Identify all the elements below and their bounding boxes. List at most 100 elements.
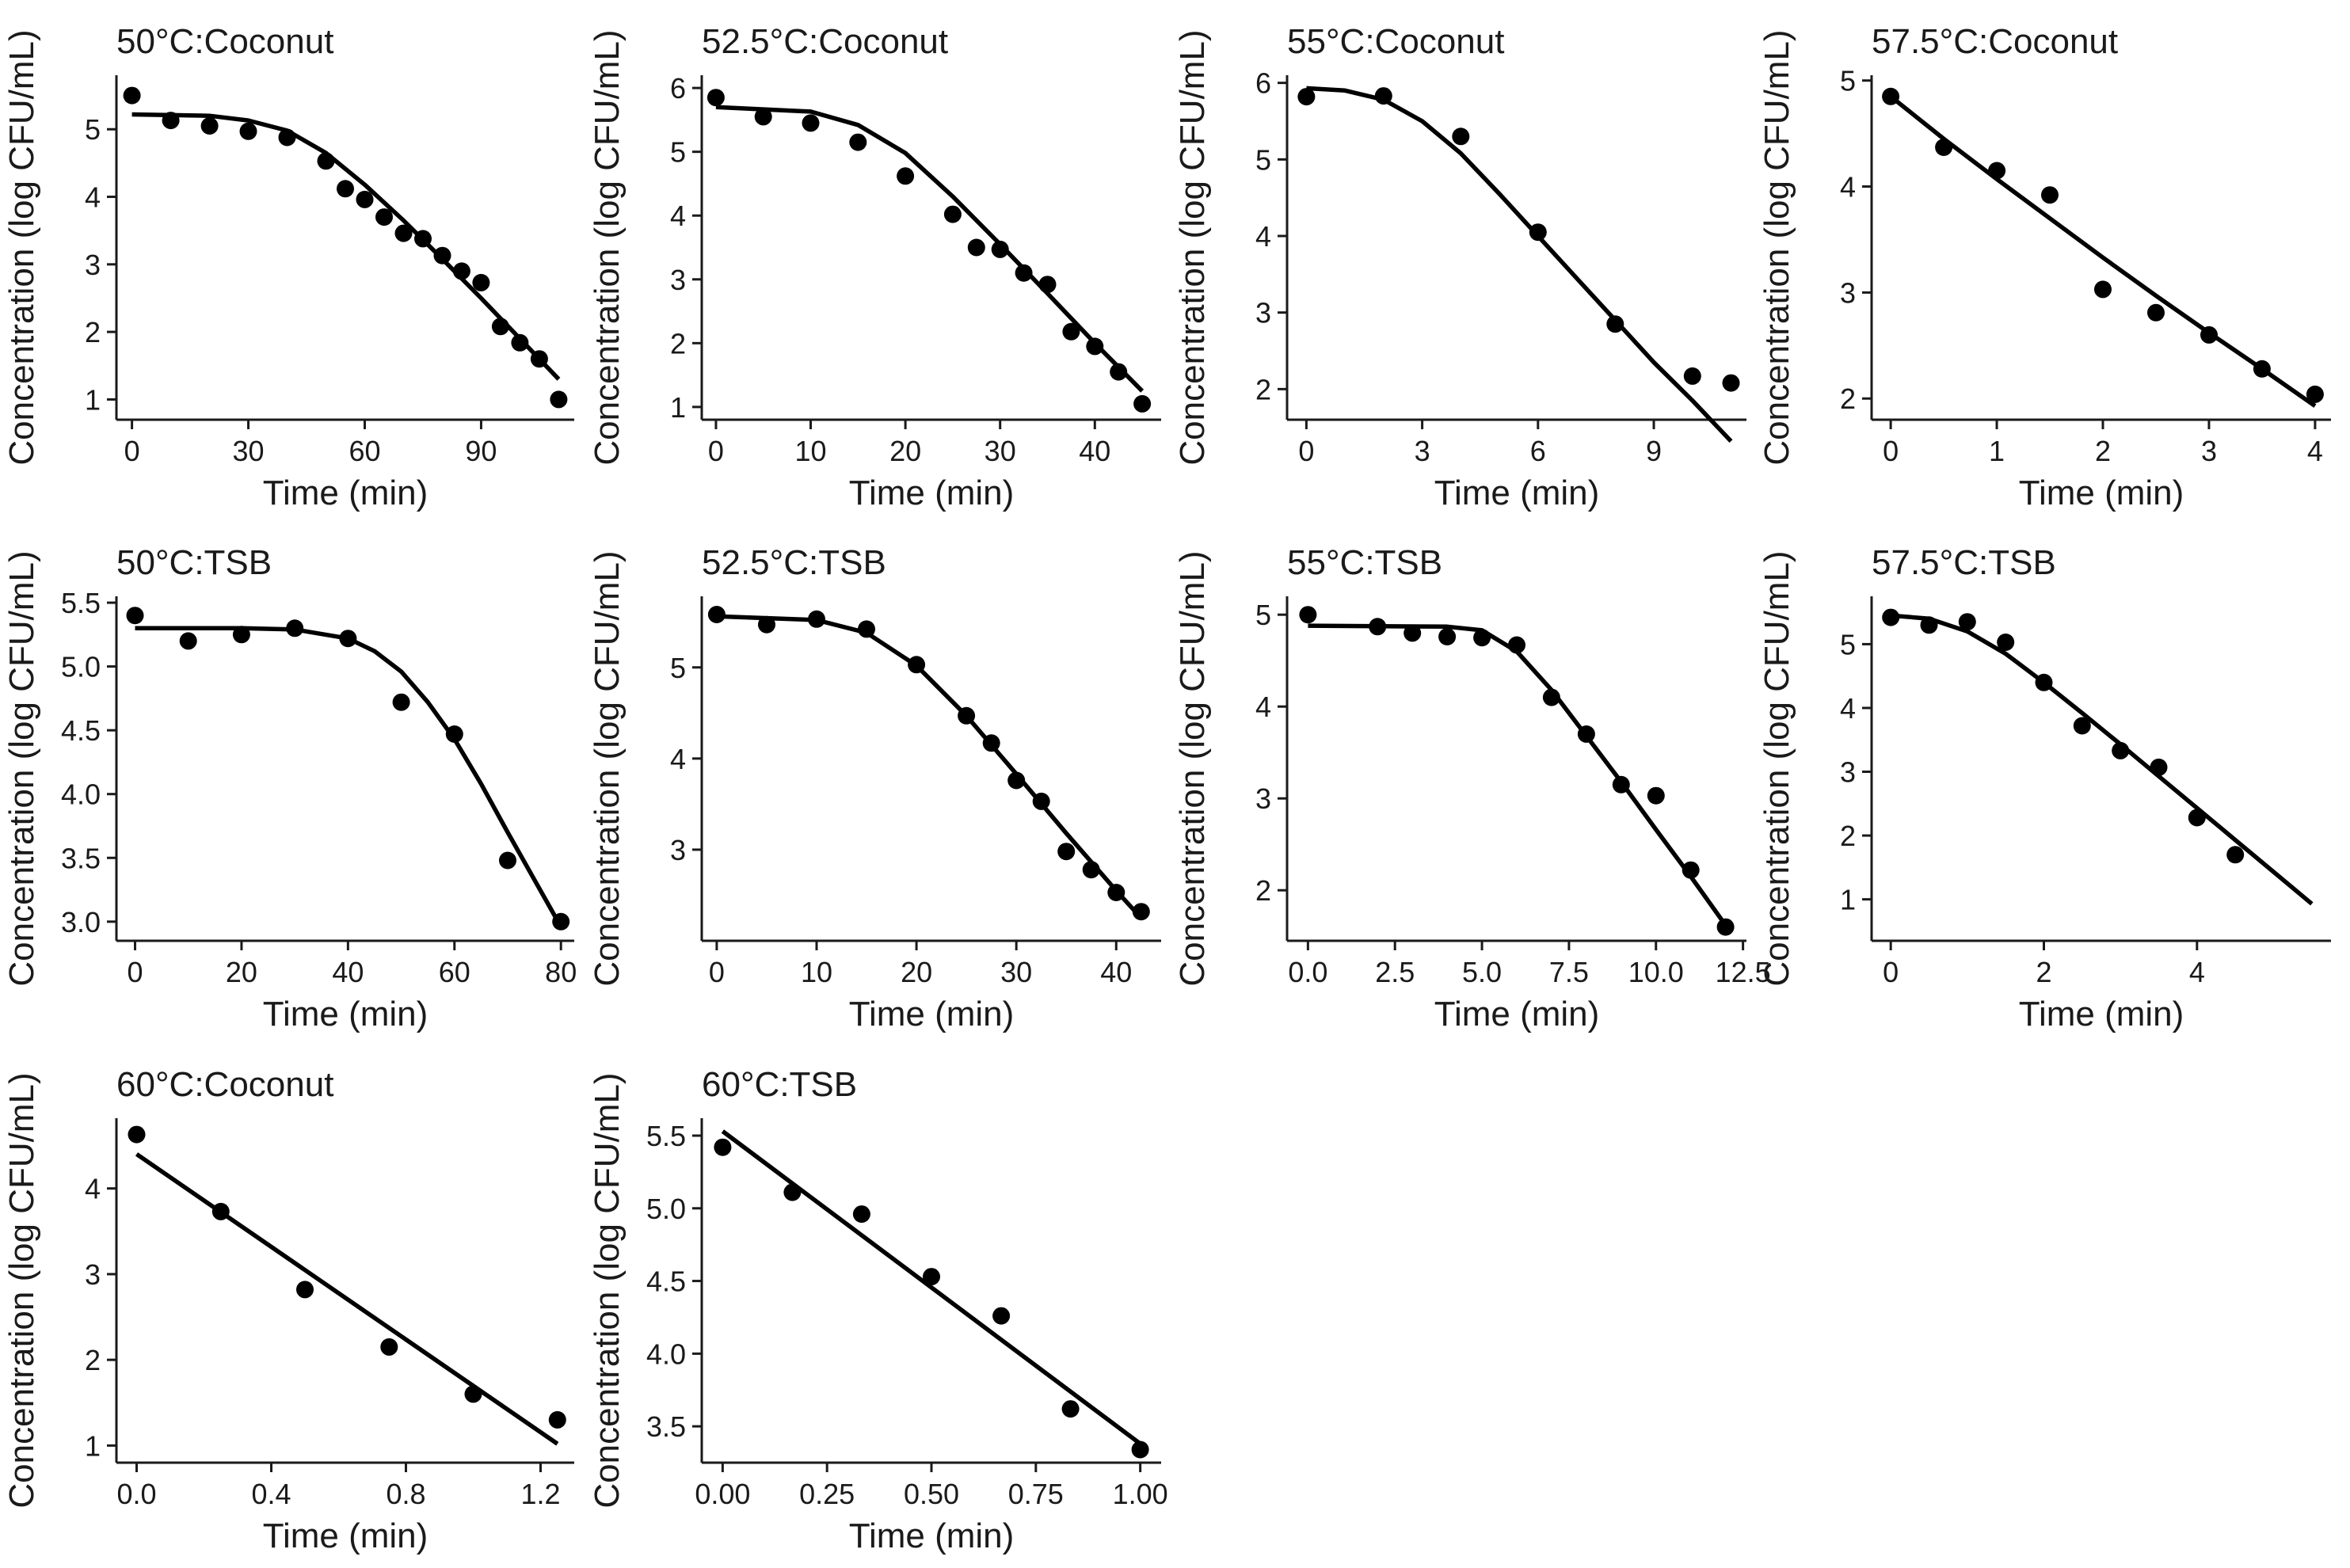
data-point: [552, 912, 570, 931]
y-tick-label: 4: [670, 200, 686, 232]
data-point: [1369, 618, 1387, 636]
x-tick-label: 60: [349, 435, 380, 467]
data-point: [1133, 394, 1152, 413]
data-point: [445, 725, 463, 743]
x-tick-label: 6: [1530, 435, 1546, 467]
y-tick-label: 2: [85, 1344, 101, 1376]
x-tick-label: 0: [1298, 435, 1314, 467]
data-point: [200, 117, 219, 135]
data-point: [1038, 276, 1057, 294]
panel-title: 55°C:TSB: [1287, 543, 1442, 582]
y-tick-label: 3: [1840, 756, 1856, 789]
y-tick-label: 3: [85, 249, 101, 281]
y-axis-label: Concentration (log CFU/mL): [588, 1072, 627, 1508]
data-point: [1007, 771, 1026, 790]
x-axis-label: Time (min): [2019, 474, 2184, 512]
data-point: [375, 208, 393, 226]
data-point: [2035, 673, 2053, 691]
data-point: [499, 851, 516, 870]
y-tick-label: 5: [1255, 143, 1271, 176]
y-tick-label: 5.5: [646, 1120, 686, 1152]
x-axis-label: Time (min): [263, 1517, 428, 1555]
y-tick-label: 5.5: [61, 587, 101, 619]
y-tick-label: 5: [670, 136, 686, 169]
x-tick-label: 40: [1079, 435, 1110, 467]
panel-9: 60°C:Coconut 1 2 3 4 0.0 0.4 0.8 1.2 Time (min) Co…: [2, 1065, 574, 1555]
x-tick-label: 0.25: [799, 1478, 855, 1510]
panel-title: 57.5°C:TSB: [1872, 543, 2056, 582]
y-tick-label: 5.0: [61, 651, 101, 683]
x-tick-label: 0.00: [695, 1478, 750, 1510]
data-point: [1110, 363, 1128, 381]
data-point: [1131, 1441, 1149, 1459]
panel-title: 52.5°C:Coconut: [702, 22, 948, 61]
data-point: [1297, 88, 1316, 106]
y-tick-label: 6: [1255, 67, 1271, 100]
data-point: [239, 122, 257, 140]
y-tick-label: 3: [1255, 782, 1271, 815]
y-tick-label: 4.5: [646, 1265, 686, 1298]
y-tick-label: 1: [670, 391, 686, 424]
x-tick-label: 3: [2201, 435, 2217, 467]
x-axis-label: Time (min): [849, 995, 1015, 1033]
data-point: [1529, 223, 1547, 242]
y-tick-label: 5: [85, 113, 101, 146]
data-point: [2094, 280, 2112, 299]
panel-title: 52.5°C:TSB: [702, 543, 886, 582]
x-tick-label: 0: [1883, 956, 1899, 988]
x-axis-label: Time (min): [1434, 474, 1600, 512]
data-point: [2150, 758, 2168, 776]
data-point: [296, 1281, 314, 1299]
data-point: [286, 619, 304, 637]
data-point: [808, 610, 825, 628]
x-axis-label: Time (min): [849, 1517, 1015, 1555]
data-point: [858, 620, 875, 638]
x-tick-label: 20: [901, 956, 932, 988]
data-point: [1438, 628, 1457, 645]
y-tick-label: 5: [1840, 628, 1856, 660]
y-axis-label: Concentration (log CFU/mL): [2, 29, 41, 465]
data-point: [2306, 385, 2324, 403]
x-tick-label: 0.0: [1288, 956, 1327, 988]
data-point: [1452, 127, 1470, 146]
panel-title: 60°C:Coconut: [116, 1065, 333, 1104]
data-point: [2226, 846, 2245, 864]
data-point: [783, 1183, 802, 1201]
x-tick-label: 0: [124, 435, 140, 467]
y-tick-label: 4: [670, 743, 686, 775]
data-point: [123, 86, 141, 105]
fit-line: [721, 1129, 1142, 1446]
data-point: [1577, 725, 1595, 743]
data-point: [2200, 325, 2218, 344]
y-tick-label: 3.5: [646, 1410, 686, 1443]
fit-line: [135, 626, 563, 928]
y-tick-label: 4: [1255, 691, 1271, 723]
data-point: [433, 246, 451, 265]
y-tick-label: 1: [85, 383, 101, 416]
x-tick-label: 1: [1989, 435, 2005, 467]
data-point: [2147, 303, 2165, 322]
fit-line: [1890, 613, 2314, 906]
y-tick-label: 3.5: [61, 842, 101, 874]
y-tick-label: 4: [1255, 220, 1271, 253]
data-point: [923, 1268, 940, 1286]
x-tick-label: 1.2: [520, 1478, 560, 1510]
y-tick-label: 1: [1840, 884, 1856, 916]
x-tick-label: 4: [2307, 435, 2323, 467]
data-point: [511, 333, 529, 352]
data-point: [394, 224, 413, 242]
data-point: [2253, 360, 2271, 378]
data-point: [991, 240, 1009, 258]
panel-4: 57.5°C:Coconut 2 3 4 5 0 1 2 3 4 Time (min) Concent…: [1758, 22, 2331, 512]
data-point: [414, 230, 432, 248]
data-point: [897, 167, 915, 185]
x-tick-label: 40: [1100, 956, 1132, 988]
data-point: [1612, 775, 1630, 794]
y-axis-label: Concentration (log CFU/mL): [1758, 550, 1796, 986]
data-point: [1473, 629, 1491, 647]
data-point: [2073, 717, 2091, 735]
x-tick-label: 0: [708, 435, 724, 467]
data-point: [452, 262, 470, 280]
